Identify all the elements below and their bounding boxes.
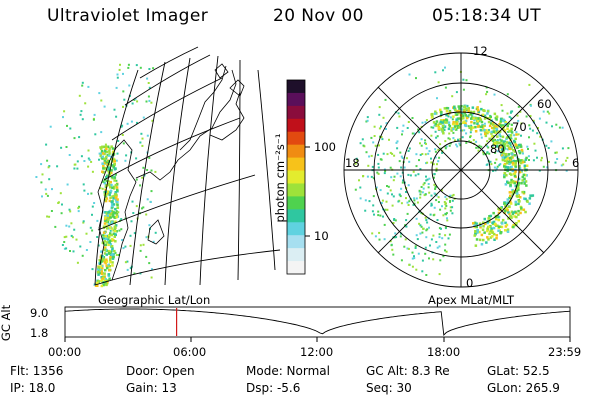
mlat-label-70: 70 [512, 120, 527, 134]
colorbar-frame [286, 79, 306, 275]
orbit-ytick-bottom: 1.8 [30, 326, 49, 340]
apex-polar-panel [343, 52, 579, 288]
colorbar-label-100: 100 [314, 140, 336, 154]
colorbar-unit-label: photon cm⁻²s⁻¹ [273, 133, 287, 223]
colorbar-label-10: 10 [314, 229, 329, 243]
mlt-label-12: 12 [473, 44, 488, 58]
orbit-xtick-0000: 00:00 [48, 345, 82, 359]
info-seq: Seq: 30 [366, 381, 412, 395]
orbit-ylabel: GC Alt [0, 304, 13, 342]
info-dsp: Dsp: -5.6 [246, 381, 301, 395]
info-glon: GLon: 265.9 [487, 381, 560, 395]
info-gain: Gain: 13 [126, 381, 177, 395]
mlt-label-0: 0 [466, 276, 474, 290]
mlat-label-60: 60 [537, 97, 552, 111]
mlat-label-80: 80 [490, 142, 505, 156]
orbit-ytick-top: 9.0 [30, 306, 49, 320]
colorbar [287, 80, 305, 275]
mlt-label-6: 6 [572, 156, 580, 170]
geographic-panel-title: Geographic Lat/Lon [98, 293, 211, 307]
date-label: 20 Nov 00 [273, 6, 364, 26]
instrument-title: Ultraviolet Imager [47, 6, 209, 26]
info-flight: Flt: 1356 [10, 364, 64, 378]
orbit-xtick-1800: 18:00 [427, 345, 461, 359]
orbit-xtick-1200: 12:00 [300, 345, 334, 359]
info-door: Door: Open [126, 364, 195, 378]
info-glat: GLat: 52.5 [487, 364, 550, 378]
info-gc-alt: GC Alt: 8.3 Re [366, 364, 450, 378]
orbit-xtick-0600: 06:00 [173, 345, 207, 359]
info-mode: Mode: Normal [246, 364, 330, 378]
info-ip: IP: 18.0 [10, 381, 56, 395]
apex-panel-title: Apex MLat/MLT [428, 293, 515, 307]
geographic-map-panel [35, 46, 280, 288]
orbit-altitude-plot [64, 306, 571, 342]
time-label: 05:18:34 UT [432, 6, 541, 26]
orbit-xtick-2359: 23:59 [548, 345, 582, 359]
mlt-label-18: 18 [345, 156, 360, 170]
